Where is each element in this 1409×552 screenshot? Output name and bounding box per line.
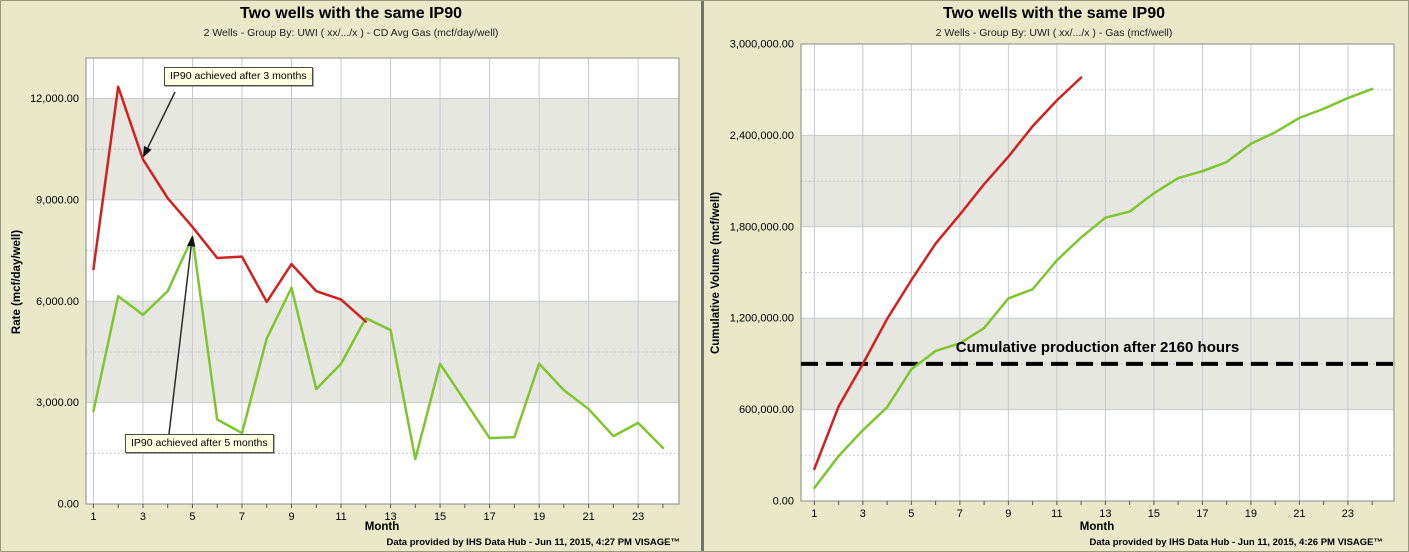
- svg-text:3,000,000.00: 3,000,000.00: [730, 39, 794, 51]
- chart-subtitle: 2 Wells - Group By: UWI ( xx/.../x ) - G…: [935, 27, 1173, 39]
- svg-text:1,200,000.00: 1,200,000.00: [730, 313, 794, 325]
- rate-chart-plot: 1 3 5 7 9 11 13 15 17 19 21 230.003,000.006,000.009…: [30, 57, 680, 523]
- data-attribution: Data provided by IHS Data Hub - Jun 11, …: [386, 537, 680, 548]
- svg-text:19: 19: [533, 511, 545, 523]
- y-axis-label: Rate (mcf/day/well): [11, 229, 23, 335]
- svg-text:19: 19: [1245, 508, 1257, 520]
- svg-text:3,000.00: 3,000.00: [36, 397, 79, 409]
- y-axis-label: Cumulative Volume (mcf/well): [710, 191, 722, 355]
- svg-text:9: 9: [288, 511, 294, 523]
- svg-text:11: 11: [335, 511, 346, 523]
- svg-text:12,000.00: 12,000.00: [30, 93, 79, 105]
- svg-text:13: 13: [1099, 508, 1111, 520]
- svg-text:2,400,000.00: 2,400,000.00: [730, 130, 794, 142]
- svg-text:9,000.00: 9,000.00: [36, 194, 79, 206]
- rate-chart-panel: Two wells with the same IP90 2 Wells - G…: [1, 1, 701, 551]
- chart-title: Two wells with the same IP90: [240, 5, 462, 22]
- svg-text:1: 1: [90, 511, 96, 523]
- cumulative-chart-panel: Two wells with the same IP90 2 Wells - G…: [704, 1, 1404, 551]
- svg-text:0.00: 0.00: [58, 499, 79, 511]
- svg-text:600,000.00: 600,000.00: [739, 404, 794, 416]
- svg-text:21: 21: [1293, 508, 1305, 520]
- svg-text:3: 3: [860, 508, 866, 520]
- svg-text:3: 3: [140, 511, 146, 523]
- chart-subtitle: 2 Wells - Group By: UWI ( xx/.../x ) - C…: [203, 27, 499, 39]
- svg-text:23: 23: [632, 511, 644, 523]
- svg-text:1: 1: [811, 508, 817, 520]
- svg-text:15: 15: [434, 511, 446, 523]
- svg-text:7: 7: [239, 511, 245, 523]
- svg-text:11: 11: [1051, 508, 1062, 520]
- svg-text:21: 21: [583, 511, 595, 523]
- svg-text:13: 13: [384, 511, 396, 523]
- svg-text:15: 15: [1148, 508, 1160, 520]
- panel-divider: [701, 1, 704, 551]
- threshold-line-label: Cumulative production after 2160 hours: [955, 338, 1240, 356]
- svg-text:23: 23: [1342, 508, 1354, 520]
- x-axis-label: Month: [364, 521, 400, 533]
- svg-text:7: 7: [957, 508, 963, 520]
- svg-text:1,800,000.00: 1,800,000.00: [730, 221, 794, 233]
- annotation-ip90-3-months: IP90 achieved after 3 months: [164, 67, 313, 86]
- svg-text:0.00: 0.00: [773, 496, 794, 508]
- data-attribution: Data provided by IHS Data Hub - Jun 11, …: [1089, 537, 1383, 548]
- svg-text:17: 17: [1196, 508, 1208, 520]
- svg-text:17: 17: [483, 511, 495, 523]
- chart-title: Two wells with the same IP90: [943, 5, 1165, 22]
- cumulative-chart-plot: 1 3 5 7 9 11 13 15 17 19 21 230.00600,000.001,200,0…: [730, 39, 1395, 520]
- svg-text:5: 5: [908, 508, 914, 520]
- x-axis-label: Month: [1079, 521, 1115, 533]
- svg-text:9: 9: [1005, 508, 1011, 520]
- svg-text:5: 5: [189, 511, 195, 523]
- svg-text:6,000.00: 6,000.00: [36, 296, 79, 308]
- annotation-ip90-5-months: IP90 achieved after 5 months: [125, 434, 274, 453]
